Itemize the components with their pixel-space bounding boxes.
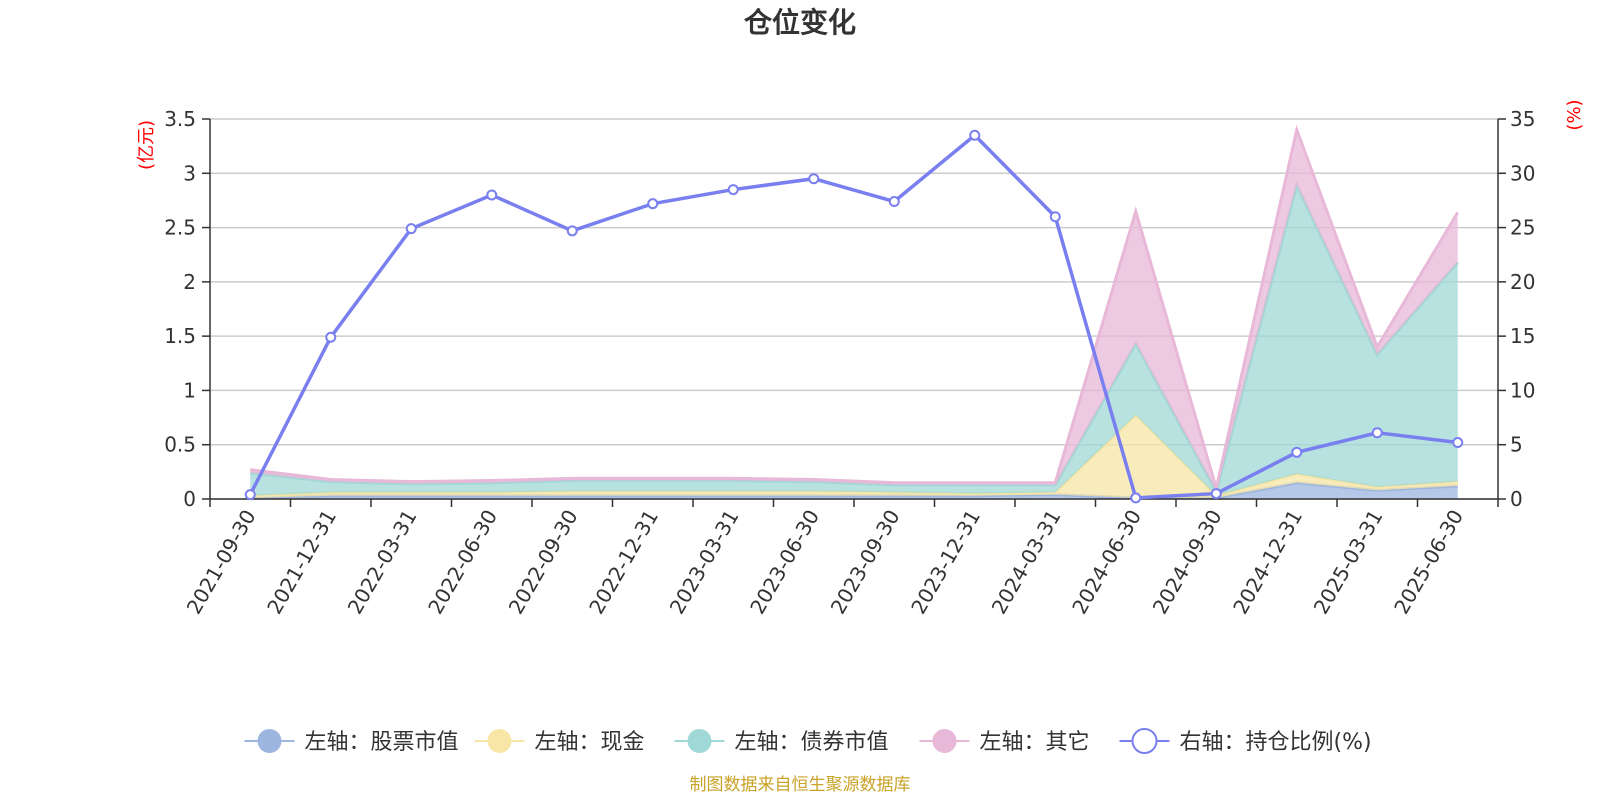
ratio-point — [405, 223, 417, 235]
right-tick-label: 25 — [1510, 216, 1535, 240]
left-tick-label: 3 — [183, 161, 196, 185]
grid-lines — [210, 118, 1498, 500]
area-series-group — [250, 124, 1460, 500]
left-tick-label: 0 — [183, 487, 196, 511]
ratio-point — [1130, 492, 1142, 504]
left-tick-label: 2 — [183, 270, 196, 294]
area-左轴：债券市值 — [250, 185, 1458, 496]
legend-label: 左轴：股票市值 — [305, 730, 459, 755]
legend-item: 左轴：现金 — [474, 729, 645, 755]
left-tick-label: 1.5 — [164, 324, 196, 348]
x-tick-label: 2024-12-31 — [1228, 506, 1307, 619]
right-tick-label: 35 — [1510, 107, 1535, 131]
left-tick-label: 0.5 — [164, 433, 196, 457]
ratio-line-group — [244, 129, 1464, 504]
right-tick-label: 5 — [1510, 433, 1523, 457]
x-tick-label: 2025-03-31 — [1309, 506, 1388, 619]
right-axis-unit: (%) — [1564, 99, 1585, 130]
x-tick-label: 2023-12-31 — [906, 506, 985, 619]
x-tick-label: 2025-06-30 — [1389, 506, 1468, 619]
legend-marker — [687, 729, 712, 753]
ratio-point — [1371, 427, 1383, 439]
area-edge-左轴：其它 — [250, 124, 1460, 489]
legend-item: 左轴：债券市值 — [674, 729, 889, 755]
chart-title: 仓位变化 — [744, 6, 856, 39]
legend-marker — [257, 729, 282, 753]
legend-marker — [1131, 728, 1158, 754]
left-tick-label: 2.5 — [164, 216, 196, 240]
x-tick-label: 2022-03-31 — [343, 506, 422, 619]
ratio-point — [647, 198, 659, 210]
source-note: 制图数据来自恒生聚源数据库 — [690, 775, 911, 795]
x-tick-label: 2024-06-30 — [1067, 506, 1146, 619]
left-axis-unit: (亿元) — [136, 120, 157, 170]
ratio-point — [1452, 437, 1464, 449]
right-tick-label: 20 — [1510, 270, 1535, 294]
legend-item: 左轴：其它 — [919, 729, 1090, 755]
ratio-point — [888, 196, 900, 208]
right-tick-label: 15 — [1510, 324, 1535, 348]
x-tick-label: 2021-12-31 — [262, 506, 341, 619]
legend-label: 左轴：债券市值 — [735, 730, 889, 755]
left-tick-label: 3.5 — [164, 107, 196, 131]
ratio-point — [969, 129, 981, 141]
legend: 左轴：股票市值 左轴：现金 左轴：债券市值 左轴：其它 右轴：持仓比例(%) — [244, 728, 1372, 755]
right-tick-label: 10 — [1510, 378, 1535, 402]
right-tick-label: 30 — [1510, 161, 1535, 185]
x-tick-label: 2023-03-31 — [665, 506, 744, 619]
legend-item: 左轴：股票市值 — [244, 729, 459, 755]
right-tick-label: 0 — [1510, 487, 1523, 511]
ratio-point — [727, 184, 739, 196]
x-tick-label: 2024-09-30 — [1148, 506, 1227, 619]
ratio-point — [1210, 488, 1222, 500]
x-tick-label: 2023-06-30 — [745, 506, 824, 619]
x-tick-label: 2022-06-30 — [423, 506, 502, 619]
ratio-line — [248, 132, 1458, 500]
x-tick-label: 2021-09-30 — [182, 506, 261, 619]
legend-label: 左轴：现金 — [535, 730, 645, 755]
ratio-point — [325, 331, 337, 343]
ratio-point — [1049, 211, 1061, 223]
legend-label: 右轴：持仓比例(%) — [1180, 730, 1372, 755]
legend-marker — [932, 729, 957, 753]
left-tick-label: 1 — [183, 378, 196, 402]
x-tick-label: 2022-09-30 — [504, 506, 583, 619]
legend-marker — [487, 729, 512, 753]
legend-label: 左轴：其它 — [980, 730, 1090, 755]
area-edge-左轴：现金 — [250, 413, 1458, 498]
ratio-point — [808, 173, 820, 185]
legend-item: 右轴：持仓比例(%) — [1119, 728, 1372, 755]
ratio-point — [486, 189, 498, 201]
x-tick-label: 2022-12-31 — [584, 506, 663, 619]
x-tick-label: 2024-03-31 — [987, 506, 1066, 619]
ratio-point — [244, 489, 256, 501]
ratio-point — [1291, 446, 1303, 458]
x-tick-label: 2023-09-30 — [826, 506, 905, 619]
ratio-point — [566, 225, 578, 237]
